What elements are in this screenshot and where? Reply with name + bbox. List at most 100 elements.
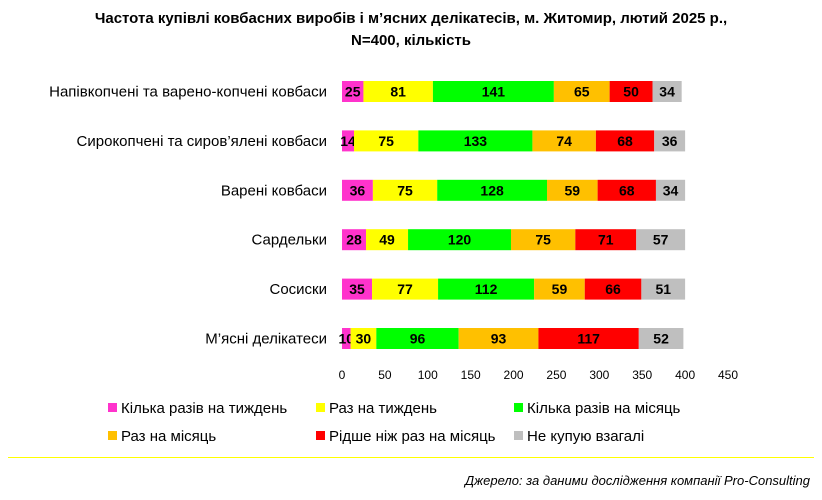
data-label: 34 (659, 84, 675, 100)
data-label: 52 (653, 331, 669, 347)
chart-title: Частота купівлі ковбасних виробів і м’яс… (0, 8, 822, 52)
bar-segment (609, 81, 653, 102)
x-tick-label: 350 (632, 368, 652, 382)
x-tick-label: 400 (675, 368, 695, 382)
data-label: 117 (577, 331, 600, 347)
bar-segment (636, 229, 686, 251)
bar-segment (366, 229, 409, 251)
data-label: 112 (475, 281, 498, 297)
x-tick-label: 150 (461, 368, 481, 382)
legend-swatch (108, 403, 117, 412)
data-label: 34 (663, 182, 679, 198)
bar-segment (652, 81, 682, 102)
legend-item: Кілька разів на місяць (514, 400, 680, 418)
legend-item: Раз на тиждень (316, 400, 437, 418)
data-label: 57 (653, 232, 669, 248)
bar-segment (575, 229, 637, 251)
bar-segment (437, 179, 548, 201)
legend-item: Кілька разів на тиждень (108, 400, 287, 418)
legend-item: Не купую взагалі (514, 428, 644, 446)
category-label: Сирокопчені та сиров’ялені ковбаси (77, 133, 327, 150)
bar-segment (638, 328, 684, 349)
bar-segment (418, 130, 533, 152)
bar-segment (372, 179, 438, 201)
data-label: 25 (345, 84, 361, 100)
data-label: 68 (617, 133, 633, 149)
data-label: 51 (655, 281, 671, 297)
data-label: 59 (552, 281, 568, 297)
data-label: 93 (491, 331, 507, 347)
bar-segment (597, 179, 656, 201)
bar-segment (342, 229, 367, 251)
data-label: 120 (448, 232, 472, 248)
data-label: 133 (464, 133, 488, 149)
bar-segment (595, 130, 655, 152)
bar-segment (342, 328, 351, 349)
bar-segment (534, 278, 585, 300)
legend-item: Раз на місяць (108, 428, 216, 446)
data-label: 36 (662, 133, 678, 149)
category-label: Варені ковбаси (221, 182, 327, 199)
data-label: 96 (410, 331, 426, 347)
bar-segment (438, 278, 535, 300)
bar-segment (641, 278, 686, 300)
x-tick-label: 250 (546, 368, 566, 382)
chart-title-line-1: Частота купівлі ковбасних виробів і м’яс… (94, 10, 728, 27)
data-label: 36 (350, 182, 366, 198)
data-label: 75 (378, 133, 394, 149)
bar-segment (532, 130, 596, 152)
x-tick-label: 100 (418, 368, 438, 382)
legend-swatch (316, 431, 325, 440)
category-label: Сардельки (252, 232, 327, 249)
category-label: Напівкопчені та варено-копчені ковбаси (49, 84, 327, 101)
chart-title-line-2: N=400, кількість (351, 32, 471, 49)
legend-label: Раз на місяць (121, 428, 217, 445)
data-label: 59 (565, 182, 581, 198)
data-label: 128 (480, 182, 504, 198)
data-label: 35 (349, 281, 365, 297)
data-label: 68 (619, 182, 635, 198)
bar-segment (510, 229, 576, 251)
data-label: 75 (535, 232, 551, 248)
data-label: 28 (346, 232, 362, 248)
legend-label: Кілька разів на місяць (527, 400, 681, 417)
data-label: 10 (338, 331, 354, 347)
x-tick-label: 300 (589, 368, 609, 382)
bar-segment (342, 179, 373, 201)
bar-segment (432, 81, 554, 102)
bar-segment (408, 229, 511, 251)
source-note: Джерело: за даними дослідження компанії … (465, 473, 810, 488)
bar-segment (584, 278, 642, 300)
bar-segment (547, 179, 598, 201)
data-label: 66 (605, 281, 621, 297)
data-label: 50 (623, 84, 639, 100)
data-label: 65 (574, 84, 590, 100)
bar-segment (342, 81, 364, 102)
data-label: 81 (390, 84, 406, 100)
legend-label: Рідше ніж раз на місяць (329, 428, 496, 445)
bar-segment (350, 328, 377, 349)
legend-swatch (514, 403, 523, 412)
bar-segment (342, 130, 355, 152)
bar-segment (372, 278, 439, 300)
data-label: 71 (598, 232, 614, 248)
bar-segment (655, 179, 686, 201)
x-tick-label: 450 (718, 368, 738, 382)
bar-segment (363, 81, 433, 102)
bar-segment (458, 328, 539, 349)
source-divider (8, 457, 814, 458)
x-tick-label: 50 (378, 368, 392, 382)
legend-item: Рідше ніж раз на місяць (316, 428, 495, 446)
bar-segment (654, 130, 686, 152)
bar-segment (553, 81, 610, 102)
bar-segment (376, 328, 459, 349)
x-tick-label: 0 (339, 368, 346, 382)
stacked-bar-chart: Напівкопчені та варено-копчені ковбаси 25… (49, 81, 738, 382)
legend-swatch (316, 403, 325, 412)
category-label: М’ясні делікатеси (205, 331, 327, 348)
data-label: 49 (379, 232, 395, 248)
data-label: 74 (556, 133, 572, 149)
legend-swatch (514, 431, 523, 440)
legend-swatch (108, 431, 117, 440)
bar-segment (342, 278, 373, 300)
